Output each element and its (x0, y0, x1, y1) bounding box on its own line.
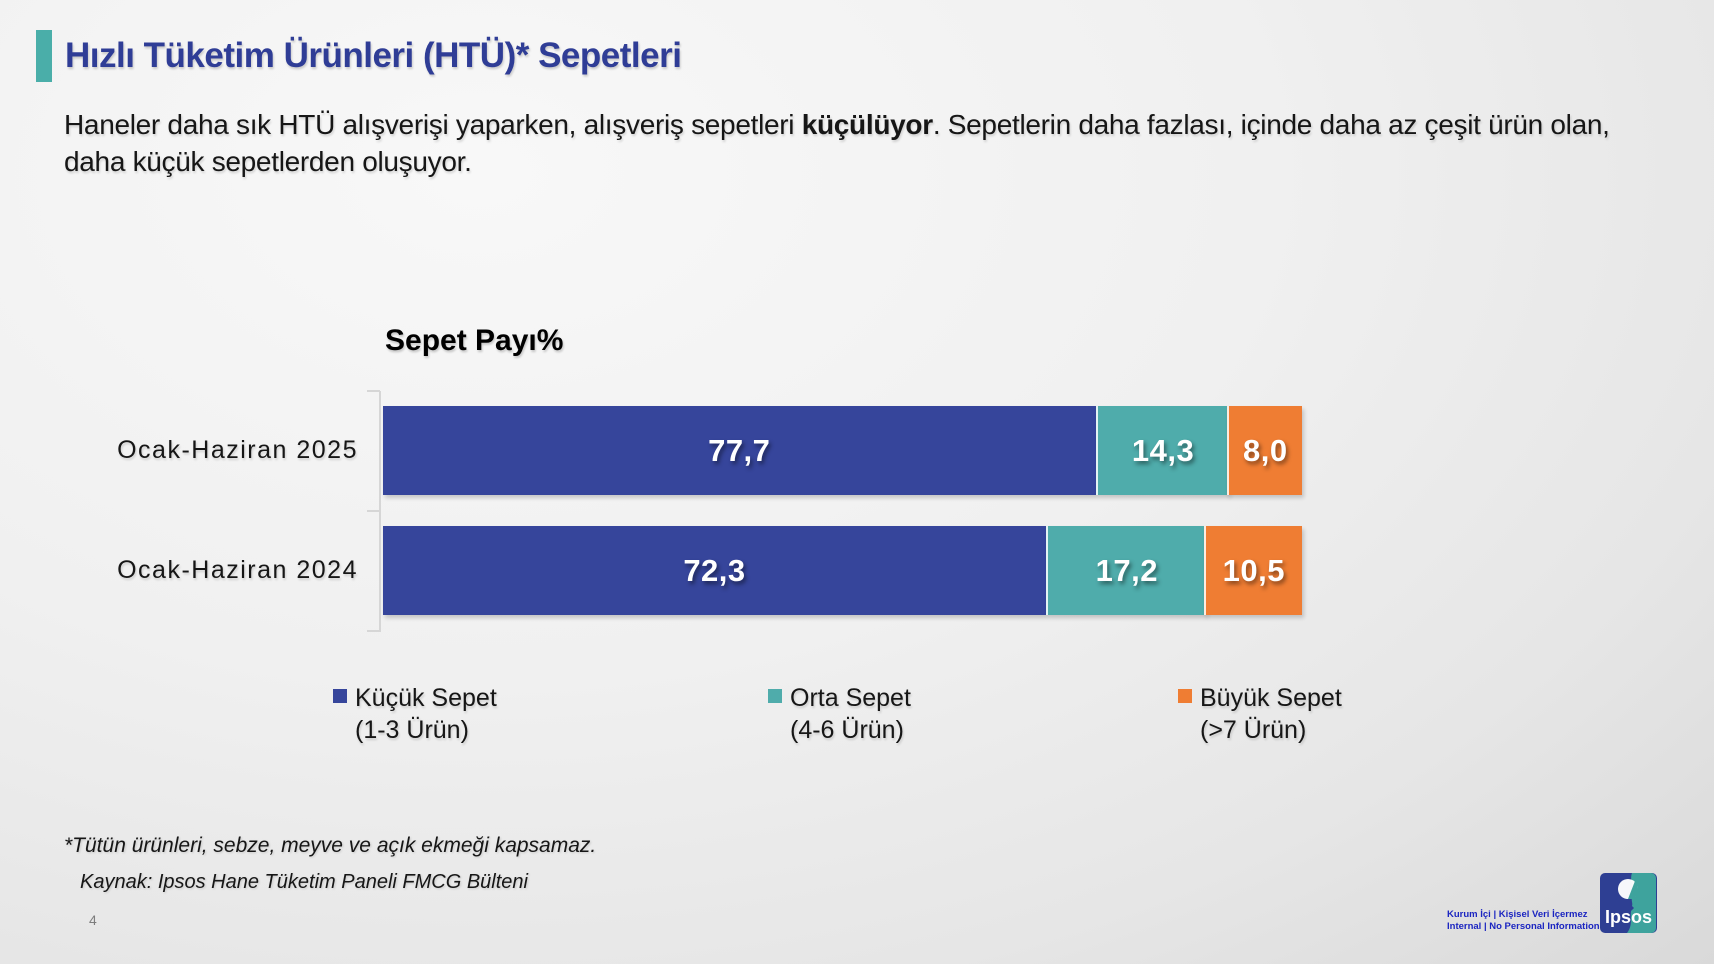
bar-segment: 14,3 (1095, 406, 1229, 495)
legend-item-buyuk-sepet: Büyük Sepet (>7 Ürün) (1178, 682, 1342, 746)
bar-segment: 10,5 (1203, 526, 1302, 615)
bar-segment: 72,3 (383, 526, 1046, 615)
ipsos-logo-wordmark: Ipsos (1605, 907, 1652, 927)
bar-value-label: 17,2 (1095, 552, 1159, 588)
subtitle-bold-word: küçülüyor (801, 109, 933, 140)
legend-swatch-orange-icon (1178, 689, 1192, 703)
subtitle-text-before: Haneler daha sık HTÜ alışverişi yaparken… (64, 109, 802, 140)
axis-tick-middle (367, 510, 380, 512)
category-label: Ocak-Haziran 2025 (117, 436, 358, 464)
legend-label-line2: (>7 Ürün) (1200, 716, 1307, 744)
legend-label-line2: (1-3 Ürün) (355, 716, 469, 744)
ipsos-logo: Ipsos (1600, 873, 1657, 933)
legend-item-kucuk-sepet: Küçük Sepet (1-3 Ürün) (333, 682, 497, 746)
footnote: *Tütün ürünleri, sebze, meyve ve açık ek… (64, 834, 597, 857)
title-accent-bar (36, 30, 52, 82)
subtitle: Haneler daha sık HTÜ alışverişi yaparken… (64, 106, 1624, 180)
legend-label-line1: Büyük Sepet (1200, 684, 1342, 712)
bar-value-label: 14,3 (1131, 432, 1195, 468)
bar-value-label: 10,5 (1222, 552, 1286, 588)
source-note: Kaynak: Ipsos Hane Tüketim Paneli FMCG B… (80, 871, 528, 893)
legend-swatch-teal-icon (768, 689, 782, 703)
legend-label-line1: Orta Sepet (790, 684, 911, 712)
chart-value-axis (379, 391, 381, 632)
confidentiality-line1: Kurum İçi | Kişisel Veri İçermez (1447, 909, 1588, 920)
page-title-text: Hızlı Tüketim Ürünleri (HTÜ)* Sepetleri (65, 36, 682, 75)
confidentiality-line2: Internal | No Personal Information (1447, 921, 1600, 932)
bar-value-label: 8,0 (1243, 432, 1288, 468)
bar-row: Ocak-Haziran 2025 77,7 14,3 8,0 (117, 406, 1302, 495)
legend-swatch-blue-icon (333, 689, 347, 703)
bar-value-label: 72,3 (683, 552, 746, 588)
bar-segment: 77,7 (383, 406, 1096, 495)
legend-label-line2: (4-6 Ürün) (790, 716, 904, 744)
page-number: 4 (89, 912, 97, 928)
axis-tick-top (367, 390, 380, 392)
axis-tick-bottom (367, 630, 380, 632)
confidentiality-note: Kurum İçi | Kişisel Veri İçermez Interna… (1447, 909, 1600, 933)
page-title: Hızlı Tüketim Ürünleri (HTÜ)* Sepetleri (65, 36, 682, 76)
legend-item-orta-sepet: Orta Sepet (4-6 Ürün) (768, 682, 911, 746)
legend-label-line1: Küçük Sepet (355, 684, 497, 712)
subtitle-text-after: . Sepetlerin daha fazlası, içinde daha a… (64, 109, 1610, 177)
bar-segment: 17,2 (1045, 526, 1206, 615)
bar-row: Ocak-Haziran 2024 72,3 17,2 10,5 (117, 526, 1302, 615)
category-label: Ocak-Haziran 2024 (117, 556, 358, 584)
chart-title: Sepet Payı% (385, 324, 564, 357)
bar-segment: 8,0 (1226, 406, 1302, 495)
plot-rows: Ocak-Haziran 2025 77,7 14,3 8,0 Ocak-Haziran… (117, 406, 1302, 616)
bar-value-label: 77,7 (708, 432, 771, 468)
